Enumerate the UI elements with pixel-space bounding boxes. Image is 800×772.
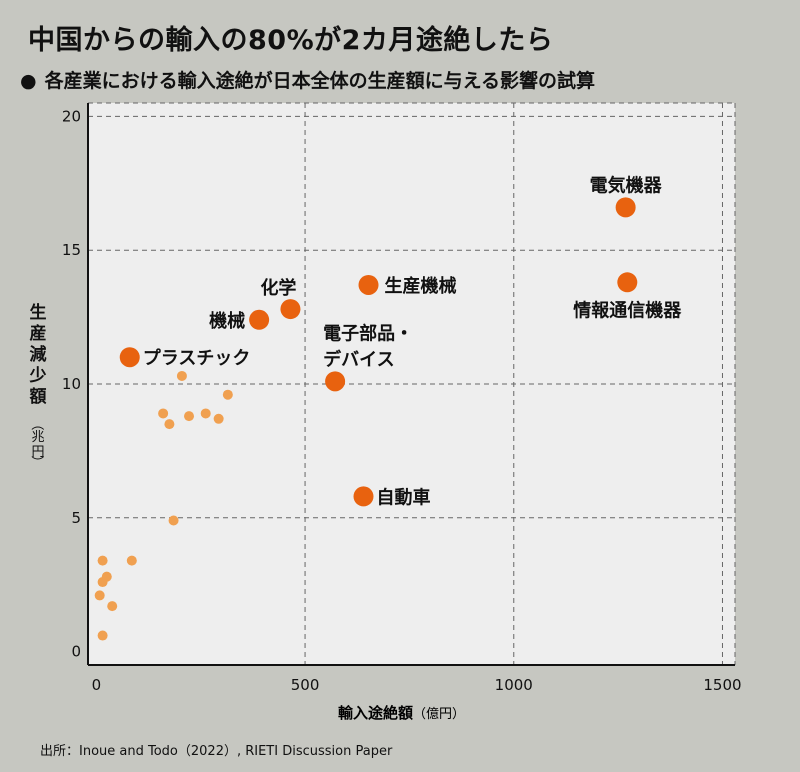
data-point [107, 601, 118, 612]
data-point [158, 408, 169, 419]
ticks: 0 500 1000 1500 0 5 10 15 20 [62, 107, 742, 694]
y-axis-unit-close: ） [29, 455, 44, 468]
y-axis-label-char: 額 [29, 386, 47, 407]
data-point [164, 419, 175, 430]
data-point [184, 411, 195, 422]
data-point [200, 408, 211, 419]
data-point-major [280, 299, 301, 320]
data-point [126, 555, 137, 566]
point-label: 化学 [260, 277, 296, 299]
point-label: 自動車 [376, 486, 430, 508]
point-label: プラスチック [143, 347, 251, 369]
y-axis-unit-char: 兆 [31, 430, 44, 445]
chart-title: 中国からの輸入の80%が2カ月途絶したら [28, 25, 554, 56]
y-axis-label-char: 産 [30, 323, 47, 344]
major-points [119, 197, 638, 507]
data-point-major [617, 272, 638, 293]
data-point [97, 577, 108, 588]
data-point [176, 370, 187, 381]
y-axis-unit-open: （ [29, 417, 44, 430]
x-axis-label: 輸入途絶額（億円） [338, 704, 465, 722]
plot-area [88, 103, 735, 665]
x-tick-label: 1500 [703, 676, 741, 694]
y-tick-label: 5 [71, 509, 81, 527]
point-label: 機械 [209, 310, 245, 332]
y-tick-label: 20 [62, 107, 81, 125]
y-tick-label: 0 [71, 643, 81, 661]
data-point [97, 630, 108, 641]
data-point [94, 590, 105, 601]
minor-points [94, 370, 233, 641]
y-axis-unit-char: 円 [31, 445, 44, 460]
data-point [97, 555, 108, 566]
data-point-major [358, 274, 379, 295]
data-point [213, 413, 224, 424]
point-label-line2: デバイス [323, 348, 394, 370]
x-tick-label: 0 [92, 676, 102, 694]
y-tick-label: 10 [62, 375, 81, 393]
data-point [222, 389, 233, 400]
x-tick-label: 1000 [495, 676, 533, 694]
point-label: 電気機器 [590, 174, 663, 196]
data-point-major [325, 371, 346, 392]
point-label: 電子部品・ [323, 322, 413, 344]
x-tick-label: 500 [291, 676, 320, 694]
point-label: 情報通信機器 [573, 299, 682, 321]
data-point-major [119, 347, 140, 368]
data-point-major [615, 197, 636, 218]
y-tick-label: 15 [62, 241, 81, 259]
bullet-icon: ● [20, 70, 37, 92]
x-axis-label-text: 輸入途絶額 [338, 704, 413, 722]
y-axis-label-char: 減 [30, 344, 47, 365]
data-point [168, 515, 179, 526]
y-axis-label-char: 少 [29, 366, 47, 386]
y-axis-label-char: 生 [30, 302, 47, 323]
x-axis-unit: （億円） [413, 706, 465, 722]
data-point-major [249, 309, 270, 330]
source-note: 出所：Inoue and Todo（2022）, RIETI Discussio… [40, 744, 393, 759]
subtitle-text: 各産業における輸入途絶が日本全体の生産額に与える影響の試算 [44, 70, 596, 92]
axes [87, 103, 735, 666]
data-point-major [353, 486, 374, 507]
chart-subtitle: ● 各産業における輸入途絶が日本全体の生産額に与える影響の試算 [20, 66, 595, 93]
grid [88, 102, 736, 665]
point-label: 生産機械 [385, 275, 457, 297]
